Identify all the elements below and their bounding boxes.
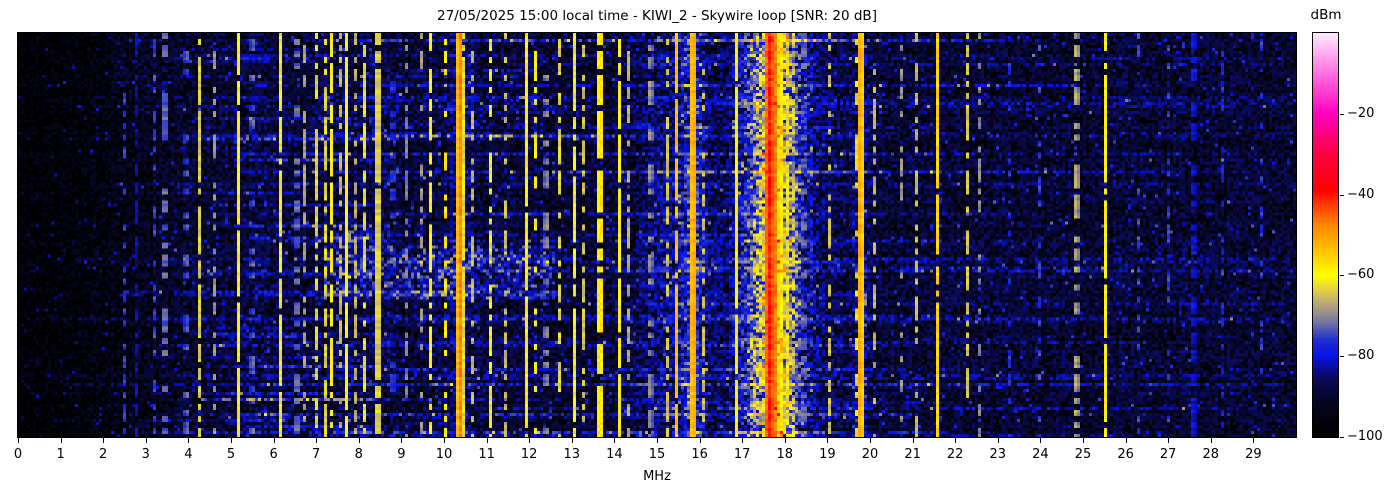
x-tick-mark xyxy=(231,438,232,443)
x-tick-label: 16 xyxy=(691,447,708,462)
colorbar-tick-mark xyxy=(1340,113,1344,115)
x-tick-label: 18 xyxy=(776,447,794,462)
x-tick-mark xyxy=(358,438,360,443)
x-tick-label: 21 xyxy=(904,447,921,462)
x-tick-label: 3 xyxy=(141,447,150,462)
x-tick-mark xyxy=(657,438,658,443)
chart-title: 27/05/2025 15:00 local time - KIWI_2 - S… xyxy=(437,8,877,24)
x-axis-unit-label: MHz xyxy=(643,469,671,484)
x-tick-label: 11 xyxy=(478,447,495,462)
x-tick-mark xyxy=(827,438,829,443)
x-tick-label: 19 xyxy=(819,447,836,462)
x-tick-mark xyxy=(571,438,573,443)
x-tick-mark xyxy=(486,438,488,443)
x-tick-label: 4 xyxy=(184,447,193,462)
x-tick-label: 8 xyxy=(354,447,363,462)
x-tick-mark xyxy=(529,438,531,443)
x-tick-mark xyxy=(103,438,105,443)
colorbar-unit-label: dBm xyxy=(1310,7,1342,23)
waterfall-heatmap-canvas xyxy=(18,33,1296,437)
x-tick-label: 0 xyxy=(13,447,23,462)
colorbar-tick-label: −40 xyxy=(1347,186,1375,202)
x-tick-label: 6 xyxy=(269,447,278,462)
x-tick-label: 17 xyxy=(733,447,751,462)
colorbar xyxy=(1312,32,1339,438)
x-tick-label: 25 xyxy=(1074,447,1092,462)
x-tick-mark xyxy=(444,438,445,443)
colorbar-tick-label: −100 xyxy=(1347,429,1383,444)
colorbar-tick-label: −80 xyxy=(1347,348,1375,364)
x-tick-mark xyxy=(401,438,403,443)
colorbar-tick-label: −20 xyxy=(1347,105,1375,121)
x-tick-label: 28 xyxy=(1202,447,1220,462)
x-tick-label: 1 xyxy=(56,447,65,462)
x-tick-label: 2 xyxy=(99,447,108,462)
colorbar-tick-mark xyxy=(1340,194,1344,196)
x-tick-mark xyxy=(1253,438,1255,443)
colorbar-gradient-canvas xyxy=(1312,32,1339,438)
x-tick-mark xyxy=(955,438,957,443)
x-tick-label: 9 xyxy=(397,447,406,462)
x-tick-mark xyxy=(870,438,871,443)
x-tick-mark xyxy=(1210,438,1212,443)
colorbar-tick-label: −60 xyxy=(1347,267,1375,283)
x-tick-label: 29 xyxy=(1245,447,1262,462)
x-tick-label: 26 xyxy=(1117,447,1134,462)
x-tick-mark xyxy=(699,438,701,443)
x-tick-mark xyxy=(1125,438,1127,443)
colorbar-tick-mark xyxy=(1340,275,1344,277)
x-tick-label: 13 xyxy=(563,447,581,462)
x-tick-mark xyxy=(316,438,318,443)
x-tick-label: 27 xyxy=(1159,447,1177,462)
x-tick-label: 23 xyxy=(989,447,1007,462)
x-tick-mark xyxy=(1040,438,1042,443)
x-tick-label: 12 xyxy=(520,447,538,462)
x-tick-label: 22 xyxy=(946,447,964,462)
x-tick-label: 15 xyxy=(648,447,666,462)
x-tick-mark xyxy=(145,438,147,443)
colorbar-tick-mark xyxy=(1340,356,1344,358)
x-tick-mark xyxy=(912,438,914,443)
waterfall-plot-area xyxy=(17,32,1297,438)
x-tick-mark xyxy=(997,438,999,443)
x-tick-mark xyxy=(1083,438,1084,443)
x-tick-label: 20 xyxy=(861,447,879,462)
x-tick-label: 24 xyxy=(1032,447,1049,462)
x-tick-label: 10 xyxy=(435,447,453,462)
x-tick-mark xyxy=(1168,438,1170,443)
x-tick-mark xyxy=(18,438,19,443)
x-tick-mark xyxy=(188,438,190,443)
x-tick-mark xyxy=(614,438,616,443)
x-tick-label: 14 xyxy=(606,447,623,462)
x-tick-mark xyxy=(784,438,786,443)
colorbar-tick-mark xyxy=(1340,437,1344,438)
x-tick-label: 5 xyxy=(226,447,236,462)
x-tick-label: 7 xyxy=(312,447,321,462)
x-tick-mark xyxy=(60,438,62,443)
x-tick-mark xyxy=(742,438,744,443)
x-tick-mark xyxy=(273,438,275,443)
